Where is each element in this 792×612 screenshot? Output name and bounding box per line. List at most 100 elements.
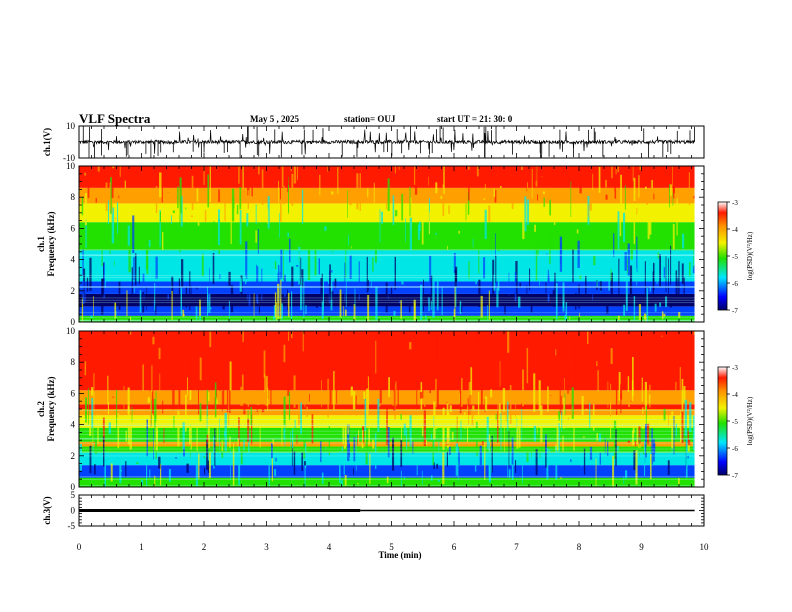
ch2-spectrogram-streak [185,394,187,432]
ch2-spectrogram-streak [539,448,541,459]
ch1-spectrogram-streak [86,277,89,292]
ch1-spectrogram-streak [334,278,337,289]
ch1-spectrogram-colorbar-tick-label: -7 [732,307,738,315]
ch2-spectrogram-streak [558,411,560,421]
ch1-spectrogram-streak [683,277,685,305]
ch2-spectrogram-streak [479,445,482,466]
ch2-spectrogram-streak [570,459,572,462]
ch1-spectrogram-streak [236,204,239,215]
ch2-spectrogram-streak [477,391,480,416]
ch2-spectrogram-streak [459,393,460,403]
ch1-spectrogram-streak [191,175,194,211]
ch2-spectrogram-streak [321,380,322,408]
ch2-spectrogram-streak [400,413,402,420]
ch2-spectrogram-streak [684,399,687,436]
ch2-spectrogram-ylabel-freq: Frequency (kHz) [46,376,56,441]
ch1-spectrogram-streak [676,198,678,236]
ch2-spectrogram-streak [403,453,405,456]
ch2-spectrogram-streak [149,386,151,392]
ch1-spectrogram-streak [314,236,317,276]
ch1-spectrogram-streak [230,285,234,313]
ch1-spectrogram-streak [333,171,335,177]
ch2-spectrogram-streak [257,399,260,406]
ch2-spectrogram-streak [311,414,314,444]
ch2-spectrogram-streak [175,457,177,459]
ch2-spectrogram-streak [671,445,673,466]
ch1-spectrogram-streak [522,213,525,240]
ch2-spectrogram-streak [173,415,175,428]
ch2-spectrogram-streak [283,428,285,440]
ch1-spectrogram-streak [103,262,104,297]
ch1-spectrogram-streak [617,166,619,173]
ch2-spectrogram-streak [363,391,366,399]
ch1-spectrogram-streak [390,286,393,301]
ch1-spectrogram-streak [478,279,481,307]
ch1-spectrogram-streak [535,166,537,181]
ch1-spectrogram-streak [275,302,277,321]
ch1-spectrogram-streak [570,181,572,218]
ch1-spectrogram-streak [484,183,486,191]
ch2-spectrogram-streak [271,458,273,482]
ch2-spectrogram-streak [299,393,301,405]
ch2-spectrogram-streak [559,477,562,479]
ch2-spectrogram-streak [627,440,630,443]
ch1-spectrogram-streak [132,215,135,254]
ch1-spectrogram-streak [321,301,324,320]
ch2-spectrogram-streak [219,418,220,451]
ch1-spectrogram-streak [124,180,126,188]
ch2-spectrogram-streak [221,440,223,452]
ch2-spectrogram-streak [635,450,638,485]
ch2-spectrogram-streak [267,371,269,399]
ch2-spectrogram-streak [680,411,681,442]
ch2-spectrogram-streak [340,480,343,486]
ch1-spectrogram-streak [423,279,424,312]
figure-title: VLF Spectra [79,111,151,126]
ch1-spectrogram-streak [672,166,673,187]
ch1-spectrogram-streak [239,278,242,292]
ch2-spectrogram-streak [129,331,132,335]
ch2-spectrogram-streak [423,409,426,446]
ch2-spectrogram-streak [355,395,357,405]
ch1-spectrogram-streak [578,284,580,309]
ch1-spectrogram-streak [604,166,606,174]
ch2-spectrogram-streak [446,436,448,445]
ch2-spectrogram-streak [612,455,615,487]
ch2-spectrogram-streak [163,428,165,443]
ch2-spectrogram-streak [422,368,424,399]
ch2-spectrogram-band [79,331,695,391]
ch2-spectrogram-streak [263,350,266,378]
ch1-spectrogram-streak [167,166,169,170]
ch2-spectrogram-streak [328,426,330,456]
ch1-spectrogram-streak [117,202,119,234]
ch1-spectrogram-streak [189,271,191,311]
ch2-spectrogram-streak [610,383,612,417]
ch1-spectrogram-streak [575,292,577,310]
ch1-spectrogram-streak [331,270,333,273]
ch1-spectrogram-streak [251,183,253,197]
ch1-spectrogram-streak [493,274,496,291]
ch1-spectrogram-streak [95,198,97,203]
ch1-spectrogram-streak [475,258,477,285]
ch2-spectrogram-streak [602,404,605,407]
ch1-spectrogram-streak [453,253,456,274]
ch2-spectrogram-streak [357,356,360,380]
ch2-spectrogram-streak [377,398,380,433]
ch1-spectrogram-streak [207,174,209,208]
ch2-spectrogram-streak [243,331,246,356]
ch2-spectrogram-streak [421,470,423,485]
ch1-spectrogram-streak [527,182,528,191]
ch1-spectrogram-streak [148,240,151,248]
ch2-spectrogram-streak [610,348,613,365]
ch1-spectrogram-streak [518,296,521,308]
ch2-spectrogram-streak [464,412,466,429]
ch2-spectrogram-streak [348,443,350,457]
ch1-spectrogram-streak [461,306,463,313]
ch1-spectrogram-streak [230,208,232,245]
ch1-spectrogram-streak [344,262,346,302]
ch1-spectrogram-streak [653,262,655,291]
ch2-spectrogram-streak [264,373,266,392]
ch2-spectrogram-streak [618,371,621,401]
ch2-spectrogram-streak [401,418,402,449]
